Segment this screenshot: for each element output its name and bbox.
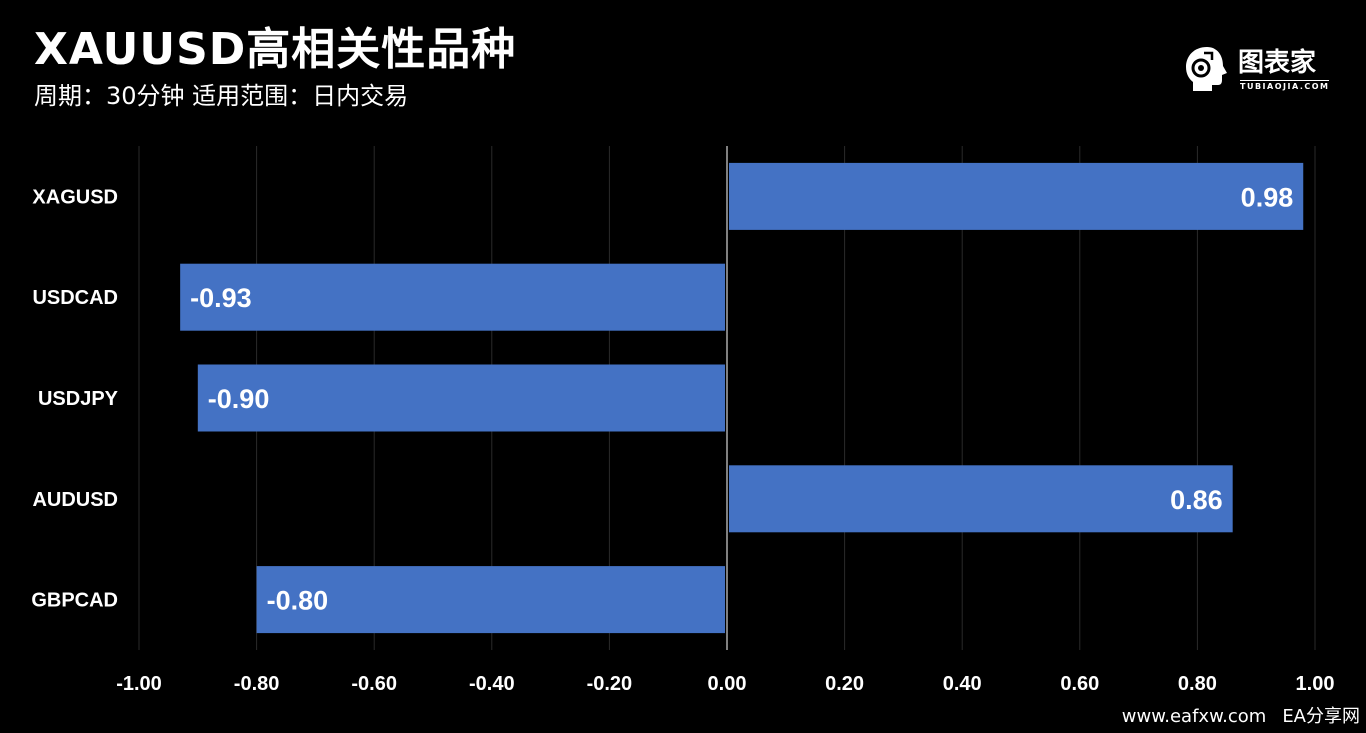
footer-url: www.eafxw.com xyxy=(1121,706,1267,727)
category-label: GBPCAD xyxy=(31,590,118,612)
bar-value-labels: 0.98 -0.93 -0.90 0.86 -0.80 xyxy=(190,182,1293,615)
x-tick-labels: -1.00 -0.80 -0.60 -0.40 -0.20 0.00 0.20 0.40 0.6… xyxy=(116,673,1334,695)
x-tick-label: -0.20 xyxy=(587,673,633,695)
category-label: AUDUSD xyxy=(32,489,118,511)
category-labels: XAGUSD USDCAD USDJPY AUDUSD GBPCAD xyxy=(31,186,118,611)
bar-value-label: -0.90 xyxy=(208,384,270,414)
bar-value-label: -0.93 xyxy=(190,283,252,313)
bar-value-label: -0.80 xyxy=(267,586,329,616)
footer-site: EA分享网 xyxy=(1282,706,1360,727)
x-tick-label: -0.60 xyxy=(351,673,397,695)
x-tick-label: -0.80 xyxy=(234,673,280,695)
footer-credit: www.eafxw.com EA分享网 xyxy=(1122,705,1360,729)
x-tick-label: 0.20 xyxy=(825,673,864,695)
x-tick-label: 0.40 xyxy=(943,673,982,695)
x-tick-label: 1.00 xyxy=(1296,673,1335,695)
category-label: XAGUSD xyxy=(32,186,118,208)
bar xyxy=(729,465,1233,533)
x-tick-label: 0.80 xyxy=(1178,673,1217,695)
brand-logo: 图表家 TUBIAOJIA.COM xyxy=(1182,44,1332,94)
bar-value-label: 0.98 xyxy=(1241,182,1294,212)
category-label: USDCAD xyxy=(32,287,118,309)
bar xyxy=(729,162,1304,230)
x-tick-label: 0.00 xyxy=(708,673,747,695)
bars xyxy=(180,162,1304,634)
bar xyxy=(180,263,725,331)
category-label: USDJPY xyxy=(38,388,119,410)
brand-sub: TUBIAOJIA.COM xyxy=(1240,80,1330,91)
bar xyxy=(256,566,725,634)
brand-name: 图表家 xyxy=(1238,48,1317,78)
x-tick-label: -1.00 xyxy=(116,673,162,695)
head-logo-icon xyxy=(1186,47,1227,91)
chart-title: XAUUSD高相关性品种 xyxy=(34,24,517,75)
chart-subtitle: 周期：30分钟 适用范围：日内交易 xyxy=(34,82,409,110)
x-tick-label: -0.40 xyxy=(469,673,515,695)
bar xyxy=(197,364,726,432)
bar-value-label: 0.86 xyxy=(1170,485,1223,515)
grid-lines xyxy=(138,146,1316,650)
x-tick-label: 0.60 xyxy=(1060,673,1099,695)
